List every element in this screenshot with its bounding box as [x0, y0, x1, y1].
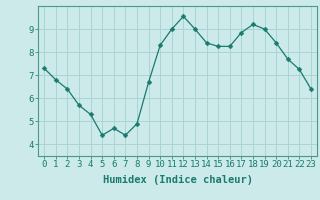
X-axis label: Humidex (Indice chaleur): Humidex (Indice chaleur) — [103, 175, 252, 185]
